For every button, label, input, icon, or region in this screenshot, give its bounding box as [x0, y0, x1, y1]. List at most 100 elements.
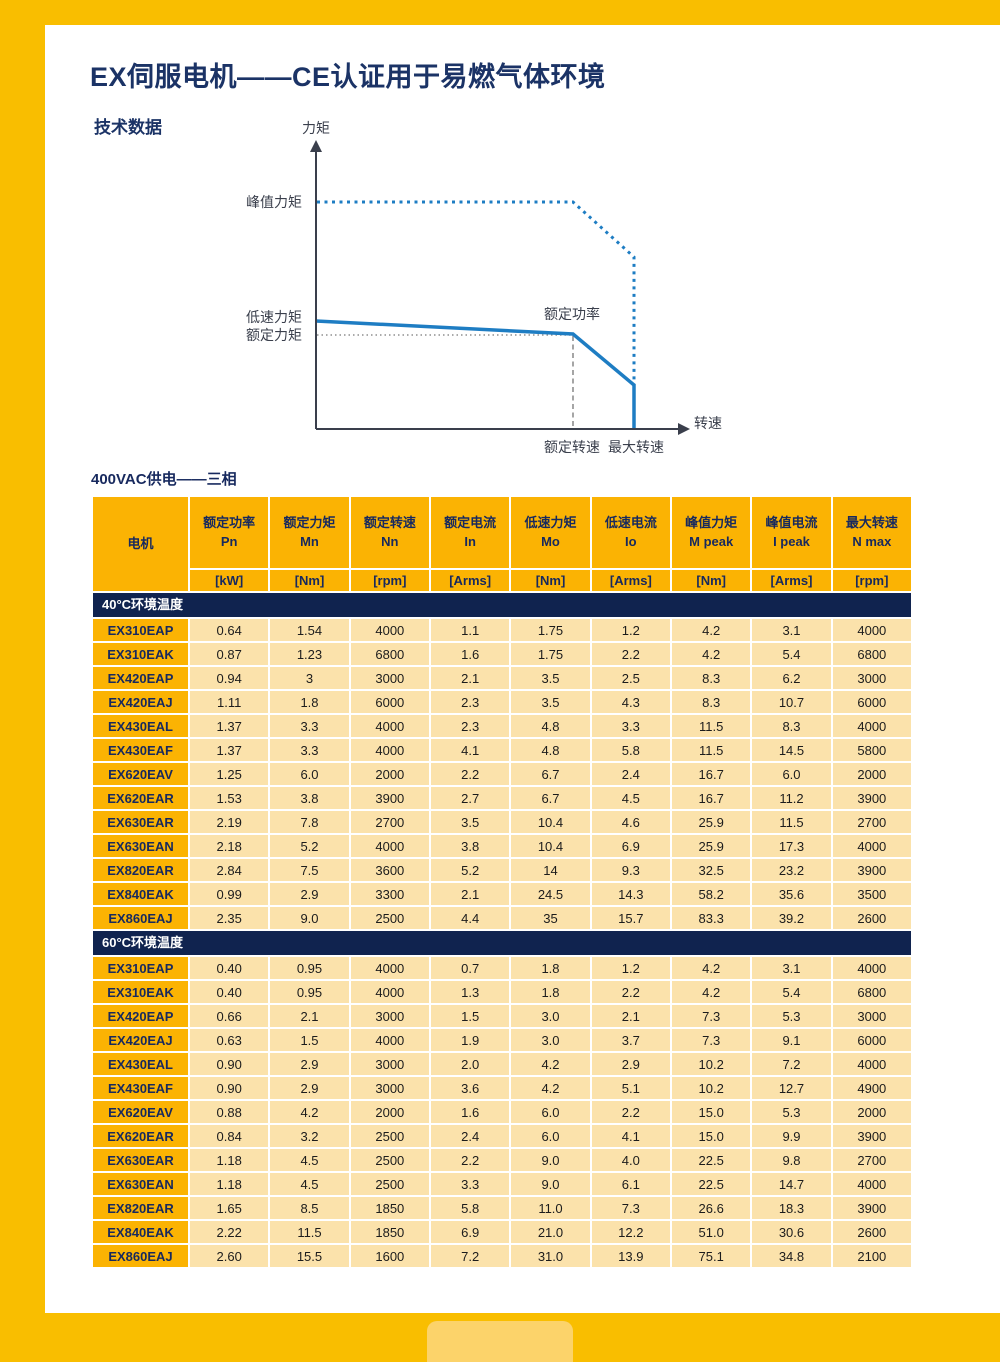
- value-cell: 4000: [350, 981, 429, 1003]
- column-unit: [Arms]: [591, 570, 670, 591]
- value-cell: 34.8: [752, 1245, 831, 1267]
- model-cell: EX630EAR: [93, 1149, 188, 1171]
- value-cell: 2.3: [431, 691, 510, 713]
- value-cell: 4000: [350, 715, 429, 737]
- value-cell: 11.5: [752, 811, 831, 833]
- value-cell: 4000: [350, 739, 429, 761]
- value-cell: 0.63: [190, 1029, 269, 1051]
- value-cell: 3600: [350, 859, 429, 881]
- value-cell: 22.5: [672, 1173, 751, 1195]
- value-cell: 3.3: [270, 739, 349, 761]
- table-row: EX820EAR 2.84 7.5 3600 5.2 14 9.3 32.5 23.2 3900: [93, 859, 911, 881]
- value-cell: 1.53: [190, 787, 269, 809]
- value-cell: 8.3: [672, 691, 751, 713]
- column-header-name: 峰值电流: [765, 514, 818, 530]
- value-cell: 9.1: [752, 1029, 831, 1051]
- value-cell: 11.5: [672, 715, 751, 737]
- value-cell: 3.3: [591, 715, 670, 737]
- value-cell: 11.0: [511, 1197, 590, 1219]
- value-cell: 5.3: [752, 1101, 831, 1123]
- table-row: EX860EAJ 2.60 15.5 1600 7.2 31.0 13.9 75.1 34.8 2…: [93, 1245, 911, 1267]
- value-cell: 2.2: [431, 1149, 510, 1171]
- value-cell: 1.8: [511, 957, 590, 979]
- model-cell: EX860EAJ: [93, 1245, 188, 1267]
- column-header: 额定电流 In: [431, 497, 510, 568]
- column-header: 低速力矩 Mo: [511, 497, 590, 568]
- value-cell: 12.2: [591, 1221, 670, 1243]
- value-cell: 2.2: [431, 763, 510, 785]
- rated-power-label: 额定功率: [544, 306, 600, 322]
- value-cell: 6.2: [752, 667, 831, 689]
- value-cell: 15.0: [672, 1125, 751, 1147]
- value-cell: 2700: [832, 1149, 911, 1171]
- table-row: EX820EAR 1.65 8.5 1850 5.8 11.0 7.3 26.6 18.3 390…: [93, 1197, 911, 1219]
- value-cell: 4.2: [672, 619, 751, 641]
- value-cell: 3900: [350, 787, 429, 809]
- value-cell: 5.2: [270, 835, 349, 857]
- column-header: 峰值电流 I peak: [752, 497, 831, 568]
- column-unit: [rpm]: [832, 570, 911, 591]
- value-cell: 3.0: [511, 1029, 590, 1051]
- value-cell: 35: [511, 907, 590, 929]
- value-cell: 0.88: [190, 1101, 269, 1123]
- value-cell: 1.5: [431, 1005, 510, 1027]
- value-cell: 1.75: [511, 643, 590, 665]
- column-header: 最大转速 N max: [832, 497, 911, 568]
- value-cell: 83.3: [672, 907, 751, 929]
- value-cell: 0.7: [431, 957, 510, 979]
- table-row: EX630EAR 1.18 4.5 2500 2.2 9.0 4.0 22.5 9.8 2700: [93, 1149, 911, 1171]
- value-cell: 4000: [832, 1173, 911, 1195]
- value-cell: 14.3: [591, 883, 670, 905]
- value-cell: 3000: [832, 667, 911, 689]
- value-cell: 1850: [350, 1221, 429, 1243]
- value-cell: 6800: [832, 643, 911, 665]
- value-cell: 14.7: [752, 1173, 831, 1195]
- column-header-name: 最大转速: [845, 514, 898, 530]
- y-axis-arrow-icon: [310, 140, 322, 152]
- value-cell: 11.5: [270, 1221, 349, 1243]
- value-cell: 23.2: [752, 859, 831, 881]
- value-cell: 2.1: [431, 883, 510, 905]
- column-header-symbol: Mn: [300, 533, 319, 549]
- model-cell: EX310EAP: [93, 957, 188, 979]
- value-cell: 6.0: [511, 1101, 590, 1123]
- model-cell: EX630EAN: [93, 835, 188, 857]
- table-row: EX620EAR 1.53 3.8 3900 2.7 6.7 4.5 16.7 11.2 3900: [93, 787, 911, 809]
- table-row: EX430EAF 0.90 2.9 3000 3.6 4.2 5.1 10.2 12.7 4900: [93, 1077, 911, 1099]
- model-cell: EX620EAR: [93, 1125, 188, 1147]
- value-cell: 3.8: [431, 835, 510, 857]
- value-cell: 4.2: [511, 1053, 590, 1075]
- value-cell: 1850: [350, 1197, 429, 1219]
- table-row: EX840EAK 0.99 2.9 3300 2.1 24.5 14.3 58.2 35.6 35…: [93, 883, 911, 905]
- value-cell: 0.95: [270, 957, 349, 979]
- value-cell: 51.0: [672, 1221, 751, 1243]
- table-row: EX630EAR 2.19 7.8 2700 3.5 10.4 4.6 25.9 11.5 270…: [93, 811, 911, 833]
- table-row: EX620EAV 1.25 6.0 2000 2.2 6.7 2.4 16.7 6.0 2000: [93, 763, 911, 785]
- value-cell: 0.40: [190, 957, 269, 979]
- value-cell: 9.0: [511, 1173, 590, 1195]
- value-cell: 2.2: [591, 981, 670, 1003]
- value-cell: 2.22: [190, 1221, 269, 1243]
- value-cell: 1.2: [591, 957, 670, 979]
- value-cell: 3000: [350, 667, 429, 689]
- column-header-symbol: In: [464, 533, 476, 549]
- value-cell: 0.90: [190, 1053, 269, 1075]
- value-cell: 6800: [832, 981, 911, 1003]
- value-cell: 2.7: [431, 787, 510, 809]
- column-header-symbol: Pn: [220, 533, 238, 549]
- value-cell: 7.3: [591, 1197, 670, 1219]
- table-row: EX630EAN 2.18 5.2 4000 3.8 10.4 6.9 25.9 17.3 400…: [93, 835, 911, 857]
- value-cell: 2.2: [591, 1101, 670, 1123]
- column-header-name: 低速电流: [604, 514, 657, 530]
- value-cell: 4.5: [591, 787, 670, 809]
- model-cell: EX840EAK: [93, 1221, 188, 1243]
- value-cell: 1.18: [190, 1173, 269, 1195]
- model-cell: EX430EAF: [93, 739, 188, 761]
- value-cell: 1.2: [591, 619, 670, 641]
- model-cell: EX620EAV: [93, 1101, 188, 1123]
- value-cell: 26.6: [672, 1197, 751, 1219]
- rated-speed-label: 额定转速: [544, 439, 600, 455]
- model-cell: EX420EAP: [93, 667, 188, 689]
- value-cell: 4.8: [511, 739, 590, 761]
- value-cell: 2.2: [591, 643, 670, 665]
